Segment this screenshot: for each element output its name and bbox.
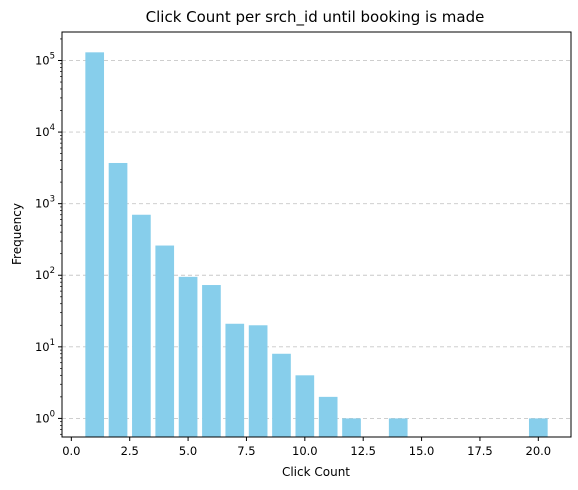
bar — [318, 396, 338, 437]
plot-frame — [61, 31, 572, 438]
bars — [85, 52, 548, 437]
y-axis-label: Frequency — [10, 203, 24, 265]
y-axis: 100 101 102 103 104 105 — [35, 38, 62, 435]
bar — [272, 353, 291, 437]
bar — [248, 325, 268, 437]
bar — [155, 245, 175, 437]
bar — [225, 323, 245, 437]
x-tick-label: 17.5 — [467, 444, 493, 458]
y-tick-label: 103 — [35, 195, 55, 211]
bar — [108, 162, 128, 437]
x-axis-label: Click Count — [282, 465, 350, 479]
x-tick-label: 10.0 — [292, 444, 318, 458]
x-tick-label: 5.0 — [179, 444, 197, 458]
bar — [528, 418, 548, 437]
bar — [342, 418, 361, 437]
y-tick-label: 105 — [35, 51, 55, 67]
y-tick-label: 100 — [35, 409, 55, 425]
x-axis: 0.0 2.5 5.0 7.5 10.0 12.5 15.0 17.5 20.0 — [62, 437, 551, 458]
bar — [295, 375, 315, 437]
y-tick-label: 104 — [35, 123, 55, 139]
y-tick-label: 101 — [35, 338, 55, 354]
bar — [85, 52, 105, 437]
x-tick-label: 2.5 — [121, 444, 139, 458]
x-tick-label: 0.0 — [62, 444, 80, 458]
y-tick-label: 102 — [35, 266, 55, 282]
x-tick-label: 15.0 — [409, 444, 435, 458]
bar — [178, 276, 198, 437]
chart-title: Click Count per srch_id until booking is… — [146, 8, 485, 27]
bar — [202, 285, 221, 437]
x-tick-label: 20.0 — [526, 444, 552, 458]
x-tick-label: 7.5 — [237, 444, 255, 458]
bar — [132, 214, 151, 437]
bar — [388, 418, 408, 437]
x-tick-label: 12.5 — [350, 444, 376, 458]
